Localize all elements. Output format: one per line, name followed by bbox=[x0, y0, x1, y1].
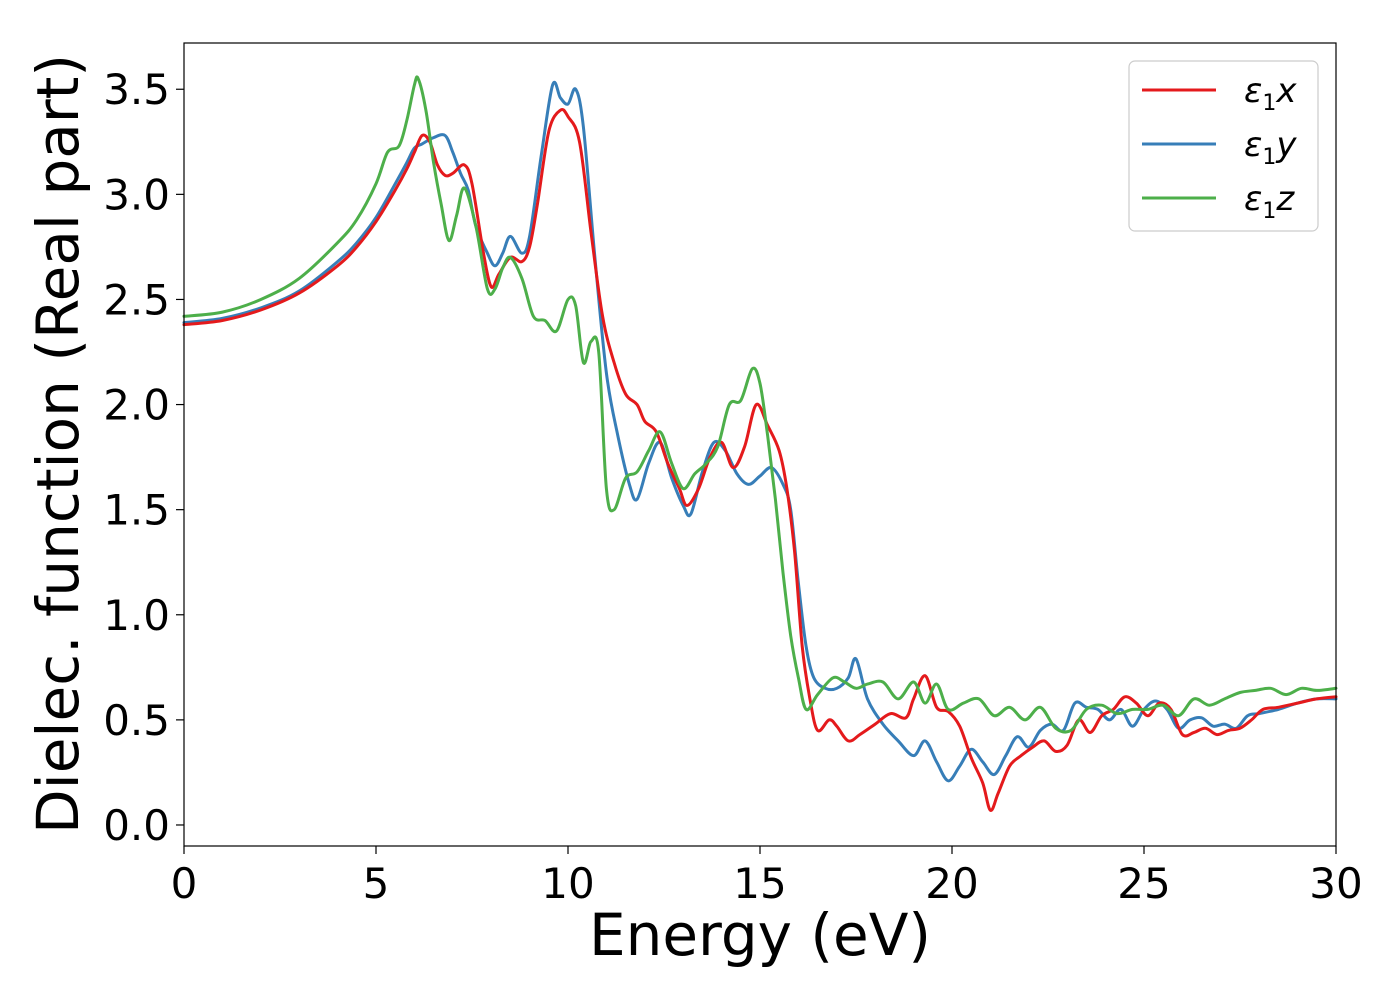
x-tick-label: 0 bbox=[171, 859, 198, 908]
legend-label-y: ε1y bbox=[1244, 125, 1297, 170]
x-tick-label: 20 bbox=[925, 859, 978, 908]
y-tick-label: 1.0 bbox=[103, 591, 170, 640]
x-axis-title: Energy (eV) bbox=[589, 901, 931, 969]
x-tick-label: 30 bbox=[1309, 859, 1362, 908]
plot-area bbox=[182, 75, 1338, 812]
y-tick-label: 2.0 bbox=[103, 381, 170, 430]
legend-label-x: ε1x bbox=[1244, 71, 1297, 116]
y-tick-label: 3.5 bbox=[103, 65, 170, 114]
y-axis: 0.0 0.5 1.0 1.5 2.0 2.5 3.0 3.5 bbox=[103, 65, 184, 850]
x-tick-label: 10 bbox=[541, 859, 594, 908]
y-tick-label: 0.5 bbox=[103, 696, 170, 745]
x-axis: 0 5 10 15 20 25 30 bbox=[171, 846, 1363, 908]
y-tick-label: 0.0 bbox=[103, 801, 170, 850]
legend: ε1x ε1y ε1z bbox=[1128, 60, 1319, 232]
y-axis-title: Dielec. function (Real part) bbox=[24, 54, 92, 834]
x-tick-label: 5 bbox=[363, 859, 390, 908]
y-tick-label: 1.5 bbox=[103, 486, 170, 535]
legend-box bbox=[1128, 60, 1319, 232]
legend-label-z: ε1z bbox=[1244, 179, 1295, 224]
series-line-z bbox=[182, 75, 1338, 734]
x-tick-label: 15 bbox=[733, 859, 786, 908]
x-tick-label: 25 bbox=[1117, 859, 1170, 908]
y-tick-label: 3.0 bbox=[103, 170, 170, 219]
y-tick-label: 2.5 bbox=[103, 275, 170, 324]
series-line-x bbox=[182, 108, 1338, 812]
